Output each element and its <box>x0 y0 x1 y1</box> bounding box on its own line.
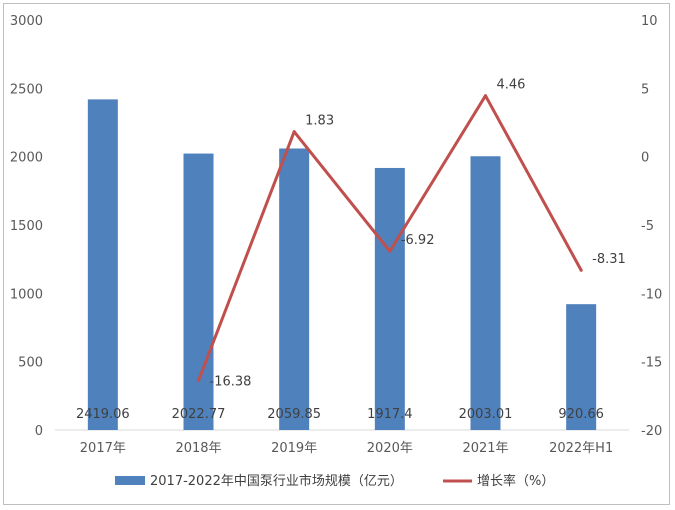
bar-data-label: 2003.01 <box>459 407 513 422</box>
chart-frame <box>3 3 670 505</box>
y-left-tick-label: 0 <box>35 424 43 439</box>
bar <box>279 148 310 430</box>
y-left-tick-label: 500 <box>18 356 43 371</box>
x-tick-label: 2019年 <box>271 441 317 456</box>
x-tick-label: 2018年 <box>175 441 221 456</box>
bar <box>183 153 214 431</box>
y-left-tick-label: 2500 <box>10 82 43 97</box>
bar-data-label: 1917.4 <box>367 407 413 422</box>
line-data-label: -16.38 <box>210 375 252 390</box>
bar <box>87 99 118 430</box>
x-tick-label: 2017年 <box>80 441 126 456</box>
legend-bar-label: 2017-2022年中国泵行业市场规模（亿元） <box>150 473 403 489</box>
x-tick-label: 2022年H1 <box>549 441 613 456</box>
line-data-label: -8.31 <box>592 252 626 267</box>
y-right-tick-label: 0 <box>641 151 649 166</box>
bar-data-label: 2059.85 <box>267 407 321 422</box>
y-right-tick-label: 5 <box>641 82 649 97</box>
line-data-label: 4.46 <box>497 78 526 93</box>
bar-data-label: 2419.06 <box>76 407 130 422</box>
y-right-tick-label: -5 <box>641 219 654 234</box>
bar <box>566 304 597 430</box>
y-left-tick-label: 1000 <box>10 287 43 302</box>
line-point <box>388 249 392 253</box>
line-point <box>579 268 583 272</box>
y-left-tick-label: 3000 <box>10 14 43 29</box>
line-data-label: 1.83 <box>305 114 334 129</box>
y-left-tick-label: 1500 <box>10 219 43 234</box>
y-right-tick-label: 10 <box>641 14 658 29</box>
bar-data-label: 2022.77 <box>172 407 226 422</box>
line-point <box>197 379 200 383</box>
y-right-tick-label: -10 <box>641 287 662 302</box>
bar <box>374 167 405 431</box>
x-tick-label: 2021年 <box>462 441 508 456</box>
y-left-tick-label: 2000 <box>10 151 43 166</box>
bar <box>470 156 501 430</box>
y-right-tick-label: -20 <box>641 424 662 439</box>
line-data-label: -6.92 <box>401 233 435 248</box>
line-point <box>292 130 296 134</box>
y-right-tick-label: -15 <box>641 356 662 371</box>
line-point <box>484 94 487 98</box>
bar-data-label: 920.66 <box>558 407 604 422</box>
x-tick-label: 2020年 <box>367 441 413 456</box>
legend-bar-swatch <box>115 476 145 485</box>
legend-line-label: 增长率（%） <box>477 473 554 489</box>
